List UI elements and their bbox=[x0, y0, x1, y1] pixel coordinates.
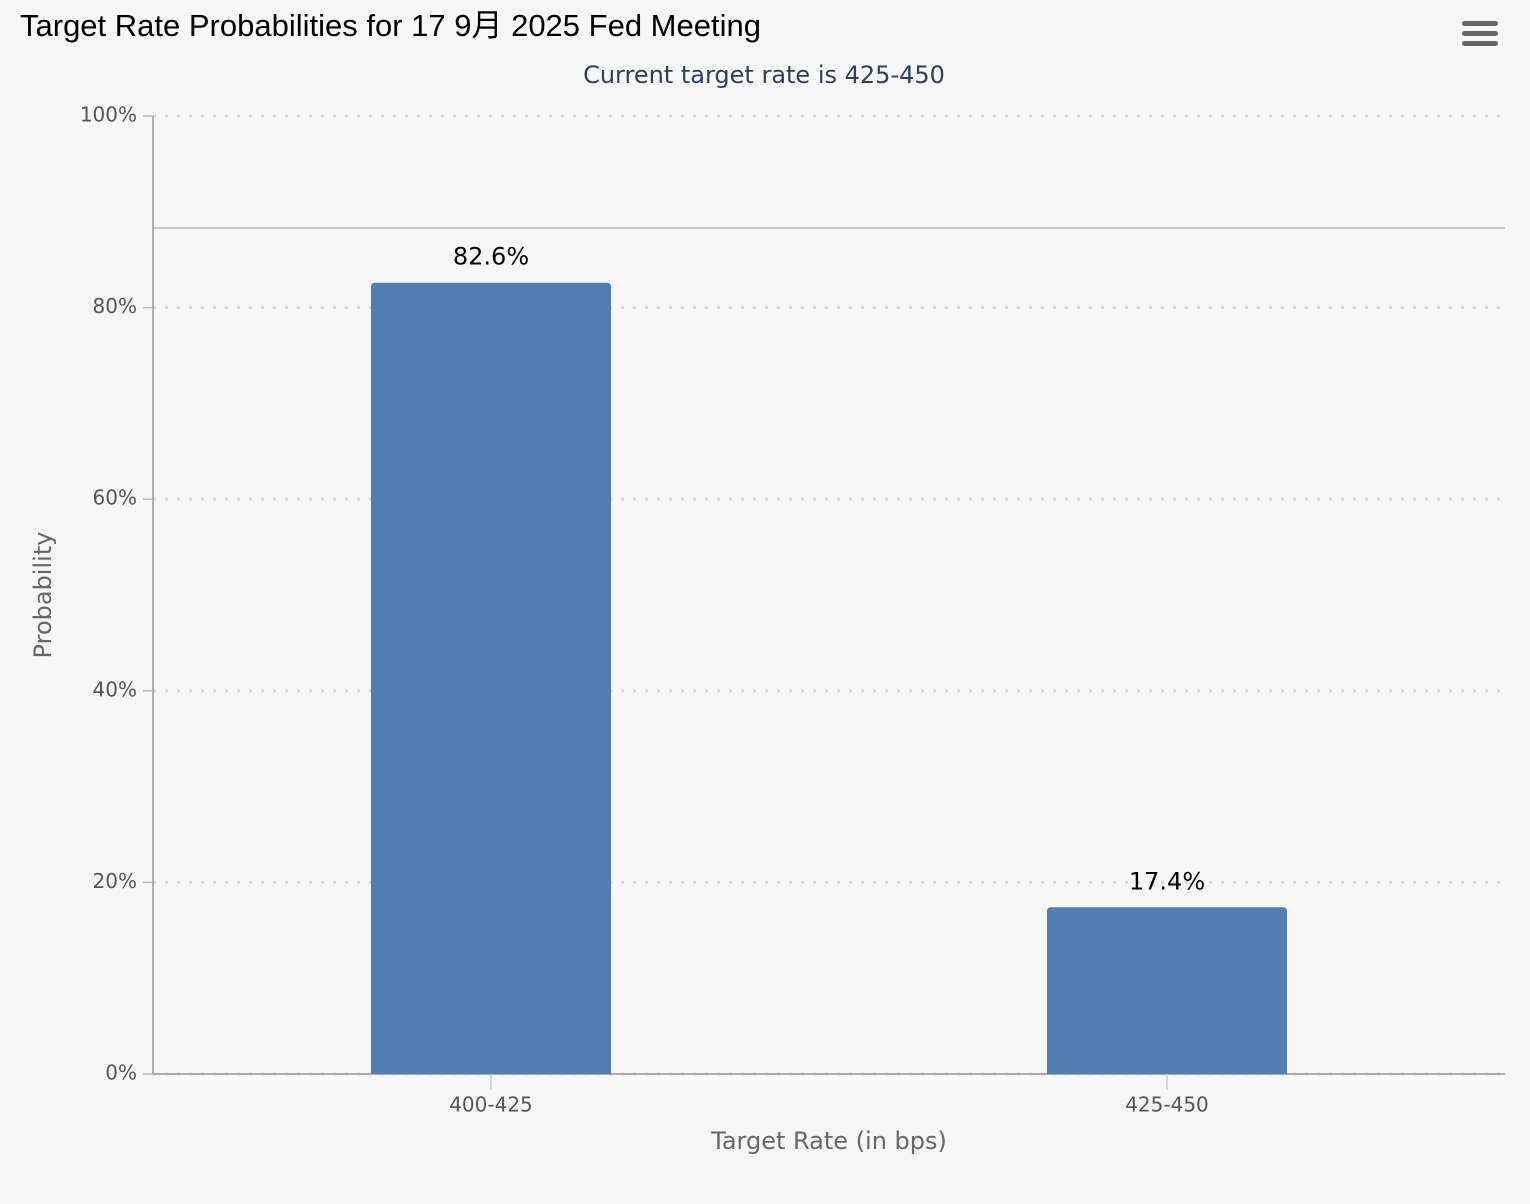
menu-bar bbox=[1462, 41, 1498, 46]
menu-button[interactable] bbox=[1462, 21, 1498, 46]
y-axis-title: Probability bbox=[29, 532, 57, 659]
y-tick-label: 60% bbox=[93, 486, 137, 510]
x-axis-title: Target Rate (in bps) bbox=[710, 1127, 947, 1155]
y-tick-label: 40% bbox=[93, 677, 137, 701]
chart-title: Target Rate Probabilities for 17 9月 2025… bbox=[20, 8, 761, 43]
y-tick-label: 80% bbox=[93, 294, 137, 318]
x-tick-label: 400-425 bbox=[449, 1093, 533, 1117]
y-tick-label: 20% bbox=[93, 869, 137, 893]
menu-bar bbox=[1462, 21, 1498, 26]
x-tick-label: 425-450 bbox=[1125, 1093, 1209, 1117]
y-tick-label: 0% bbox=[105, 1061, 137, 1085]
bar bbox=[371, 282, 611, 1074]
data-label: 82.6% bbox=[453, 243, 529, 271]
data-label: 17.4% bbox=[1129, 867, 1205, 895]
chart-subtitle: Current target rate is 425-450 bbox=[583, 61, 945, 89]
y-tick-label: 100% bbox=[80, 103, 137, 127]
bar bbox=[1047, 907, 1287, 1074]
menu-bar bbox=[1462, 31, 1498, 36]
